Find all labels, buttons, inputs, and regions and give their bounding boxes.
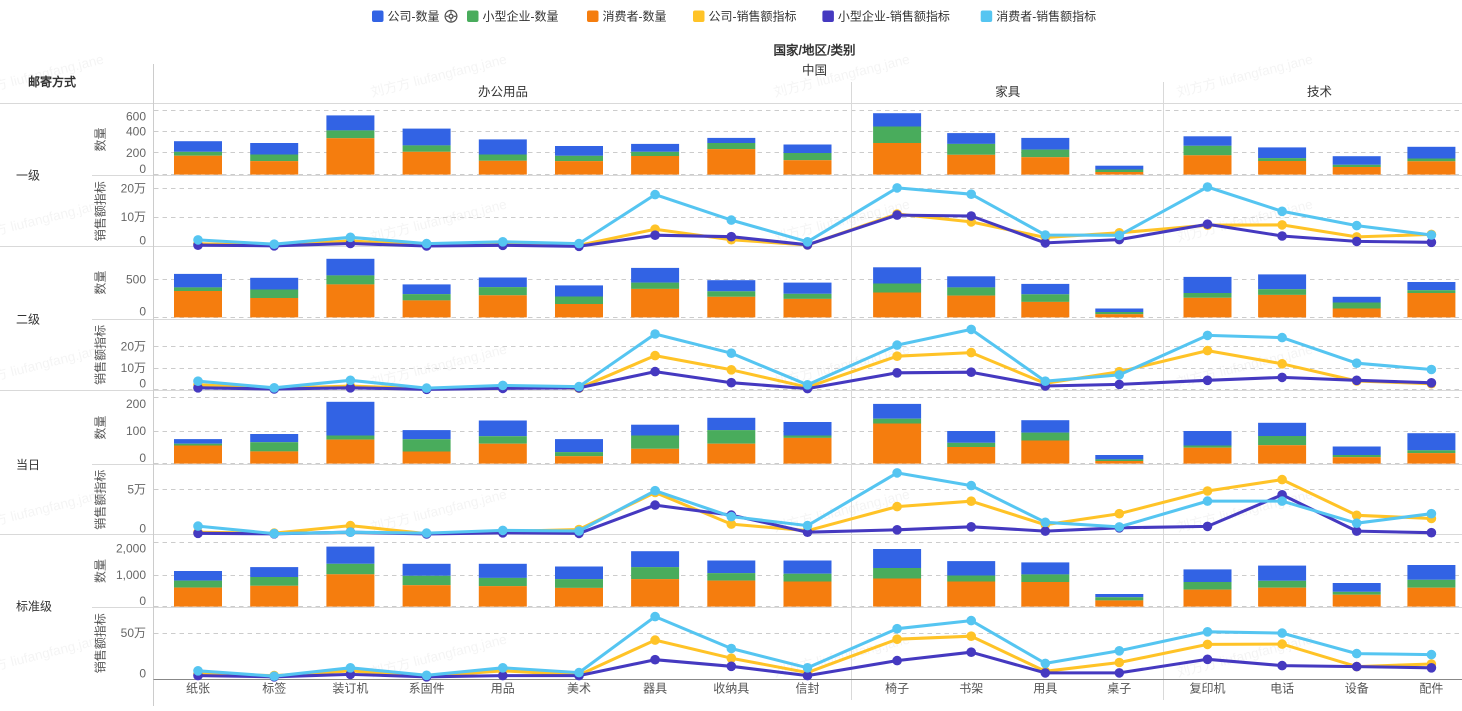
svg-text:0: 0: [139, 594, 146, 608]
svg-text:纸张: 纸张: [186, 682, 210, 696]
svg-text:公司-数量: 公司-数量: [388, 9, 440, 24]
svg-text:信封: 信封: [795, 682, 819, 696]
svg-text:设备: 设备: [1345, 682, 1369, 696]
svg-text:销售额指标: 销售额指标: [92, 613, 107, 673]
svg-text:20万: 20万: [121, 181, 146, 195]
svg-text:二级: 二级: [16, 312, 40, 326]
svg-text:数量: 数量: [92, 127, 107, 151]
svg-text:0: 0: [139, 666, 146, 680]
svg-text:0: 0: [139, 234, 146, 248]
svg-text:用品: 用品: [491, 682, 515, 696]
svg-text:小型企业-销售额指标: 小型企业-销售额指标: [838, 9, 950, 24]
svg-text:400: 400: [126, 125, 146, 139]
svg-text:技术: 技术: [1307, 85, 1333, 99]
svg-text:10万: 10万: [121, 361, 146, 375]
svg-text:销售额指标: 销售额指标: [92, 470, 107, 530]
svg-text:桌子: 桌子: [1107, 682, 1131, 696]
svg-text:中国: 中国: [802, 63, 827, 78]
svg-text:2,000: 2,000: [116, 541, 146, 555]
svg-text:600: 600: [126, 110, 146, 124]
svg-text:书架: 书架: [959, 682, 983, 696]
svg-text:办公用品: 办公用品: [478, 84, 528, 99]
svg-text:器具: 器具: [643, 682, 667, 696]
svg-text:椅子: 椅子: [885, 682, 909, 696]
svg-text:数量: 数量: [92, 559, 107, 583]
svg-text:装订机: 装订机: [332, 682, 368, 696]
svg-text:系固件: 系固件: [409, 682, 445, 696]
svg-text:收纳具: 收纳具: [713, 682, 749, 696]
svg-text:消费者-数量: 消费者-数量: [603, 9, 667, 24]
svg-text:家具: 家具: [995, 84, 1021, 99]
svg-text:20万: 20万: [121, 340, 146, 354]
svg-text:数量: 数量: [92, 416, 107, 440]
svg-text:0: 0: [139, 377, 146, 391]
svg-text:0: 0: [139, 522, 146, 536]
svg-text:复印机: 复印机: [1189, 682, 1225, 696]
svg-text:一级: 一级: [16, 169, 40, 183]
svg-text:50万: 50万: [121, 626, 146, 640]
svg-text:标签: 标签: [262, 681, 286, 696]
svg-text:消费者-销售额指标: 消费者-销售额指标: [996, 9, 1096, 24]
svg-text:0: 0: [139, 304, 146, 318]
svg-text:当日: 当日: [16, 458, 40, 472]
svg-text:5万: 5万: [127, 483, 146, 497]
svg-text:0: 0: [139, 451, 146, 465]
svg-text:国家/地区/类别: 国家/地区/类别: [774, 43, 856, 58]
svg-text:100: 100: [126, 424, 146, 438]
svg-text:10万: 10万: [121, 210, 146, 224]
svg-text:500: 500: [126, 272, 146, 286]
svg-text:公司-销售额指标: 公司-销售额指标: [709, 9, 797, 24]
svg-text:用具: 用具: [1033, 682, 1057, 696]
svg-text:销售额指标: 销售额指标: [92, 325, 107, 385]
svg-text:1,000: 1,000: [116, 568, 146, 582]
svg-text:标准级: 标准级: [16, 599, 52, 613]
svg-text:200: 200: [126, 397, 146, 411]
svg-text:0: 0: [139, 162, 146, 176]
svg-text:美术: 美术: [567, 682, 591, 696]
svg-text:邮寄方式: 邮寄方式: [28, 74, 76, 89]
svg-text:小型企业-数量: 小型企业-数量: [483, 9, 559, 24]
svg-text:数量: 数量: [92, 271, 107, 295]
svg-text:销售额指标: 销售额指标: [92, 181, 107, 241]
svg-text:200: 200: [126, 146, 146, 160]
svg-text:电话: 电话: [1270, 682, 1294, 696]
svg-text:配件: 配件: [1419, 682, 1443, 696]
